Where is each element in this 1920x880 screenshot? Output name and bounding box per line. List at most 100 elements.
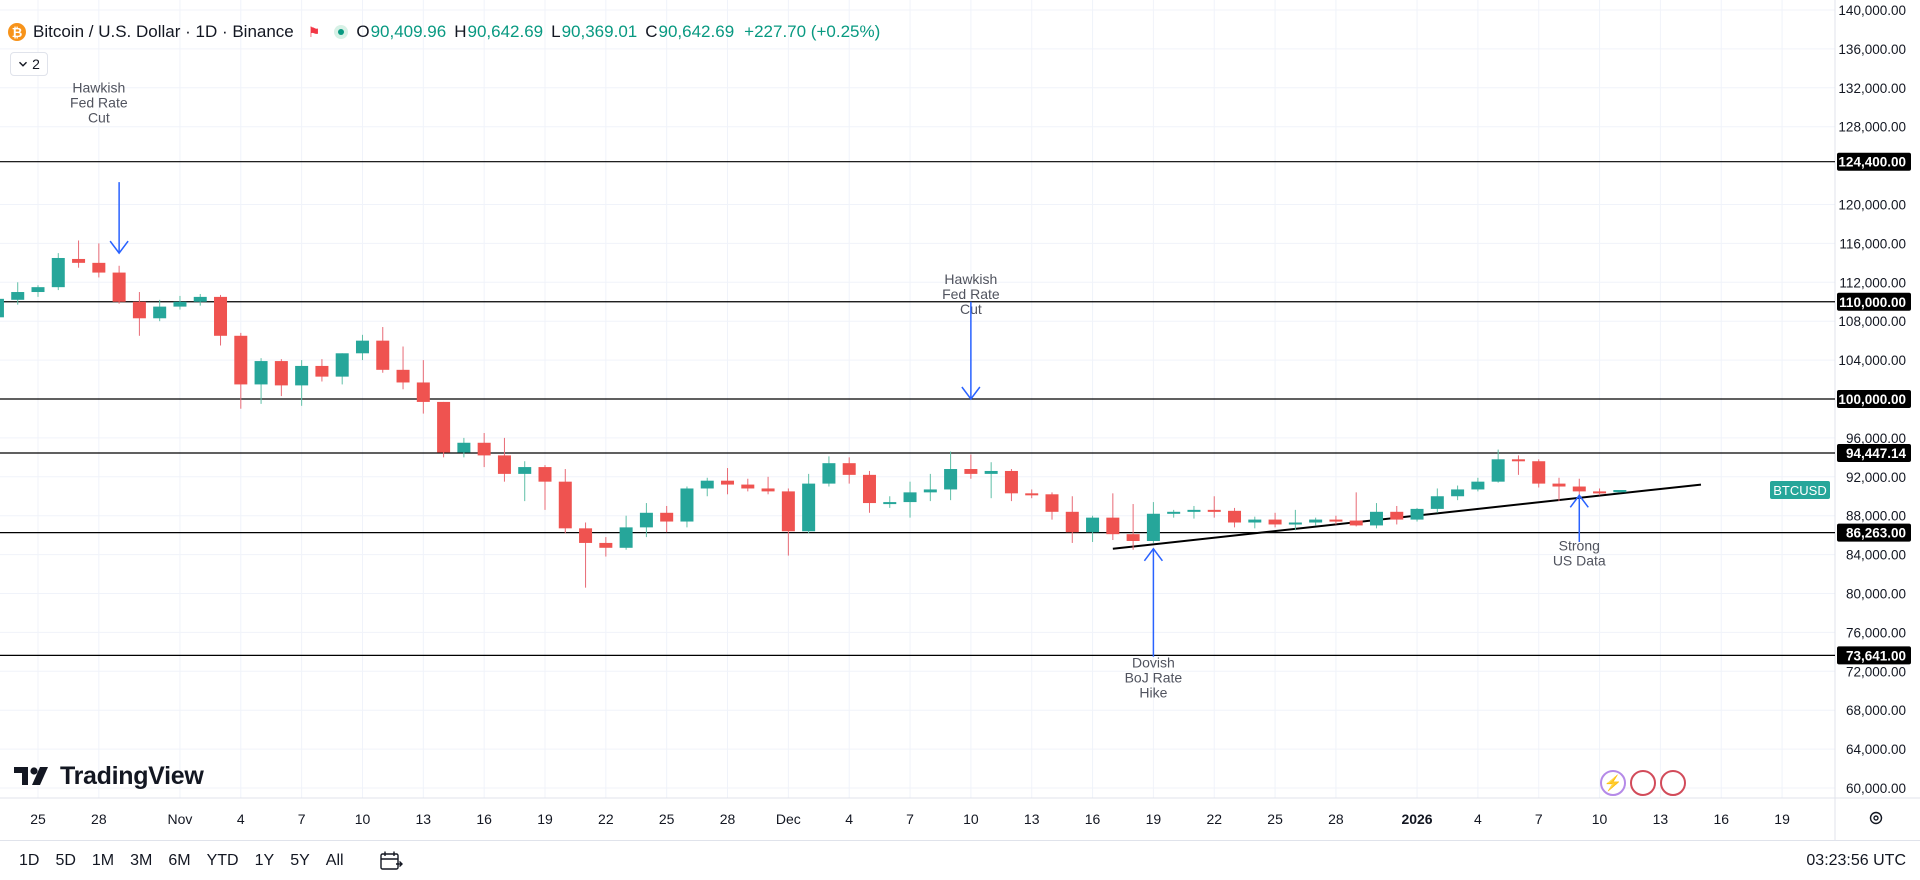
price-tag-label: BTCUSD <box>1773 483 1826 498</box>
candle-body <box>335 353 349 377</box>
x-axis-tick-label: 22 <box>1206 811 1222 827</box>
candle-body <box>1471 481 1485 490</box>
candle-body <box>497 455 511 474</box>
candle-body <box>1004 470 1018 494</box>
events-markers: ⚡ <box>1600 770 1686 796</box>
x-axis-tick-label: 10 <box>963 811 979 827</box>
candle-body <box>538 467 552 482</box>
y-axis-tick-label: 64,000.00 <box>1846 742 1906 757</box>
us-flag-event-icon-2[interactable] <box>1660 770 1686 796</box>
x-axis-tick-label: 13 <box>1653 811 1669 827</box>
candle-body <box>173 301 187 307</box>
candle-body <box>741 484 755 489</box>
range-3m-button[interactable]: 3M <box>130 851 153 869</box>
range-ytd-button[interactable]: YTD <box>206 851 239 869</box>
level-label: 124,400.00 <box>1838 155 1906 170</box>
candle-body <box>234 335 248 385</box>
x-axis-tick-label: 7 <box>906 811 914 827</box>
candle-body <box>112 272 126 302</box>
candle-body <box>822 463 836 484</box>
y-axis-tick-label: 60,000.00 <box>1846 781 1906 796</box>
candle-body <box>781 491 795 532</box>
candle-body <box>416 382 430 402</box>
candle-body <box>1369 511 1383 526</box>
candle-body <box>193 296 207 302</box>
candle-body <box>1451 489 1465 497</box>
bottom-toolbar: 1D 5D 1M 3M 6M YTD 1Y 5Y All 03:23:56 UT… <box>0 840 1920 880</box>
candle-body <box>92 262 106 273</box>
change-value: +227.70 (+0.25%) <box>744 22 881 41</box>
candle-body <box>1167 511 1181 514</box>
indicators-toggle-button[interactable]: 2 <box>10 52 48 76</box>
candle-body <box>355 340 369 354</box>
candle-body <box>1491 459 1505 482</box>
candle-body <box>315 365 329 377</box>
close-value: 90,642.69 <box>658 22 735 41</box>
annotation-text: Dovish <box>1132 654 1175 670</box>
annotation-text: Hawkish <box>944 271 997 287</box>
x-axis-tick-label: Nov <box>168 811 193 827</box>
high-value: 90,642.69 <box>467 22 544 41</box>
x-axis-tick-label: 25 <box>30 811 46 827</box>
candle-body <box>761 488 775 492</box>
candle-body <box>1593 491 1607 494</box>
range-1d-button[interactable]: 1D <box>19 851 40 869</box>
candle-body <box>1552 483 1566 487</box>
candle-body <box>721 480 735 485</box>
y-axis-tick-label: 76,000.00 <box>1846 625 1906 640</box>
candle-body <box>518 467 532 474</box>
candle-body <box>1410 508 1424 520</box>
annotation-text: Fed Rate <box>70 95 128 111</box>
tradingview-logo[interactable]: TradingView <box>14 760 204 792</box>
us-flag-event-icon[interactable] <box>1630 770 1656 796</box>
candle-body <box>1349 520 1363 526</box>
flag-icon[interactable]: ⚑ <box>307 23 321 40</box>
x-axis-tick-label: 28 <box>91 811 107 827</box>
x-axis-tick-label: 10 <box>355 811 371 827</box>
candle-body <box>1187 509 1201 512</box>
x-axis-tick-label: Dec <box>776 811 801 827</box>
candle-body <box>396 369 410 383</box>
x-axis-tick-label: 13 <box>1024 811 1040 827</box>
range-1y-button[interactable]: 1Y <box>254 851 275 869</box>
candle-body <box>1228 510 1242 523</box>
price-tag-box <box>1770 480 1830 499</box>
range-6m-button[interactable]: 6M <box>168 851 191 869</box>
range-5y-button[interactable]: 5Y <box>290 851 310 869</box>
candle-body <box>1207 509 1221 512</box>
candle-body <box>903 492 917 503</box>
range-all-button[interactable]: All <box>325 851 344 869</box>
level-label-box <box>1837 292 1911 311</box>
candle-body <box>11 292 25 300</box>
market-status-icon <box>334 25 349 39</box>
range-1m-button[interactable]: 1M <box>91 851 115 869</box>
annotation-text: Strong <box>1559 538 1600 554</box>
x-axis-tick-label: 19 <box>1146 811 1162 827</box>
annotation-text: Hawkish <box>72 80 125 96</box>
x-axis-tick-label: 25 <box>1267 811 1283 827</box>
candle-body <box>1126 534 1140 541</box>
candle-body <box>1511 459 1525 462</box>
x-axis-tick-label: 16 <box>476 811 492 827</box>
candle-body <box>639 512 653 528</box>
annotation-arrow-head <box>1143 547 1163 562</box>
candle-body <box>964 469 978 474</box>
level-label-box <box>1837 444 1911 463</box>
candle-body <box>1288 522 1302 525</box>
candle-body <box>376 340 390 370</box>
utc-clock[interactable]: 03:23:56 UTC <box>1806 851 1906 869</box>
gear-icon[interactable] <box>1866 808 1886 828</box>
range-5d-button[interactable]: 5D <box>55 851 76 869</box>
candle-body <box>437 401 451 453</box>
bolt-icon[interactable]: ⚡ <box>1600 770 1626 796</box>
candle-body <box>1572 486 1586 492</box>
bitcoin-icon: ₿ <box>8 23 26 41</box>
x-axis-tick-label: 10 <box>1592 811 1608 827</box>
symbol-title[interactable]: Bitcoin / U.S. Dollar · 1D · Binance <box>33 22 294 41</box>
candle-body <box>1025 493 1039 496</box>
candle-body <box>153 306 167 319</box>
candle-body <box>1613 489 1627 493</box>
level-label-box <box>1837 152 1911 171</box>
calendar-range-icon[interactable] <box>379 850 403 872</box>
